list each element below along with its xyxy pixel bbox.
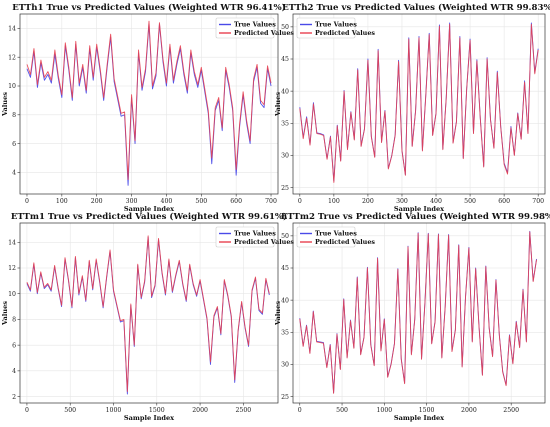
x-tick-label: 700 <box>532 198 544 205</box>
y-tick-label: 30 <box>281 362 289 369</box>
chart-panel-3: 0 500 1000 1500 2000 2500 2 4 6 8 10 12 14 ETTm1 True… <box>1 211 294 422</box>
chart-panel-4: 0 500 1000 1500 2000 2500 25 30 35 40 45 50 ETTm2 Tr… <box>274 211 550 422</box>
chart-panel-1: 0 100 200 300 400 500 600 700 4 6 8 10 12 14 ETTh1 Tru… <box>1 2 294 213</box>
x-tick-label: 300 <box>396 198 408 205</box>
y-tick-label: 35 <box>281 120 289 127</box>
y-tick-label: 45 <box>281 56 289 63</box>
x-tick-label: 0 <box>298 198 302 205</box>
chart-title: ETTh1 True vs Predicted Values (Weighted… <box>12 2 286 13</box>
x-tick-label: 1500 <box>149 407 165 414</box>
y-tick-label: 10 <box>8 291 16 298</box>
y-tick-label: 30 <box>281 153 289 160</box>
chart-title: ETTh2 True vs Predicted Values (Weighted… <box>282 2 550 13</box>
series-line-predicted <box>26 235 270 392</box>
y-tick-label: 25 <box>281 394 289 401</box>
y-tick-label: 14 <box>8 239 16 246</box>
series-line-predicted <box>26 20 272 181</box>
x-tick-label: 0 <box>25 407 29 414</box>
x-tick-label: 500 <box>195 198 207 205</box>
legend-label: True Values <box>315 21 357 29</box>
y-tick-label: 8 <box>12 317 16 324</box>
y-tick-label: 14 <box>8 26 16 33</box>
legend-label: Predicted Values <box>315 238 375 246</box>
legend-label: True Values <box>234 21 276 29</box>
x-tick-label: 0 <box>25 198 29 205</box>
y-tick-label: 4 <box>12 368 16 375</box>
x-tick-label: 500 <box>336 407 348 414</box>
y-tick-label: 45 <box>281 265 289 272</box>
legend-label: Predicted Values <box>234 29 294 37</box>
x-tick-label: 300 <box>126 198 138 205</box>
y-tick-label: 8 <box>12 112 16 119</box>
y-tick-label: 2 <box>12 394 16 401</box>
x-tick-label: 400 <box>161 198 173 205</box>
chart-panel-2: 0 100 200 300 400 500 600 700 25 30 35 40 45 50 ETTh2 … <box>274 2 550 213</box>
y-axis-label: Values <box>274 92 282 117</box>
plot-frame <box>292 222 546 404</box>
legend-label: Predicted Values <box>234 238 294 246</box>
y-axis-label: Values <box>274 301 282 326</box>
y-tick-label: 6 <box>12 342 16 349</box>
y-tick-label: 12 <box>8 265 16 272</box>
series-line-predicted <box>299 231 537 394</box>
series-line-predicted <box>299 23 539 183</box>
x-tick-label: 2500 <box>235 407 251 414</box>
legend-label: Predicted Values <box>315 29 375 37</box>
x-axis-label: Sample Index <box>124 414 174 422</box>
x-tick-label: 2500 <box>503 407 519 414</box>
legend-label: True Values <box>315 230 357 238</box>
x-tick-label: 100 <box>328 198 340 205</box>
y-tick-label: 40 <box>281 297 289 304</box>
y-tick-label: 40 <box>281 88 289 95</box>
x-tick-label: 600 <box>230 198 242 205</box>
y-tick-label: 50 <box>281 24 289 31</box>
x-tick-label: 1500 <box>419 407 435 414</box>
y-tick-label: 25 <box>281 185 289 192</box>
x-axis-label: Sample Index <box>124 205 174 213</box>
x-tick-label: 500 <box>64 407 76 414</box>
legend-label: True Values <box>234 230 276 238</box>
x-tick-label: 400 <box>430 198 442 205</box>
plot-frame <box>19 13 279 195</box>
x-tick-label: 2000 <box>461 407 477 414</box>
y-tick-label: 50 <box>281 233 289 240</box>
y-tick-label: 12 <box>8 54 16 61</box>
x-tick-label: 0 <box>298 407 302 414</box>
y-tick-label: 10 <box>8 83 16 90</box>
x-tick-label: 2000 <box>192 407 208 414</box>
x-tick-label: 1000 <box>106 407 122 414</box>
x-tick-label: 200 <box>362 198 374 205</box>
y-tick-label: 35 <box>281 329 289 336</box>
series-line-true <box>26 236 270 395</box>
plot-frame <box>292 13 546 195</box>
y-tick-label: 6 <box>12 141 16 148</box>
plot-frame <box>19 222 279 404</box>
y-tick-label: 4 <box>12 170 16 177</box>
series-line-true <box>26 23 272 186</box>
x-axis-label: Sample Index <box>394 414 444 422</box>
x-tick-label: 200 <box>91 198 103 205</box>
x-axis-label: Sample Index <box>394 205 444 213</box>
chart-title: ETTm1 True vs Predicted Values (Weighted… <box>11 211 287 222</box>
y-axis-label: Values <box>1 92 9 117</box>
chart-title: ETTm2 True vs Predicted Values (Weighted… <box>281 211 550 222</box>
x-tick-label: 1000 <box>376 407 392 414</box>
x-tick-label: 100 <box>56 198 68 205</box>
y-axis-label: Values <box>1 301 9 326</box>
x-tick-label: 500 <box>464 198 476 205</box>
x-tick-label: 600 <box>498 198 510 205</box>
x-tick-label: 700 <box>265 198 277 205</box>
